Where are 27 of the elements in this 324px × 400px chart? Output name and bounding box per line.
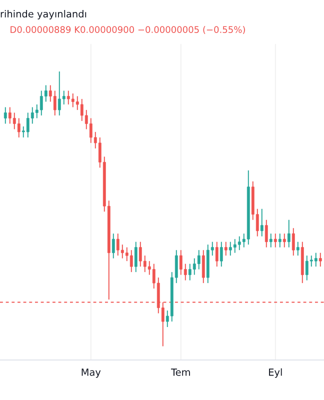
candlestick (296, 241, 300, 256)
candlestick (287, 219, 290, 248)
candlestick (292, 228, 295, 256)
candlestick (318, 252, 322, 268)
candlestick (202, 250, 205, 284)
candlestick (260, 208, 264, 237)
candlestick (53, 90, 56, 116)
candlestick (224, 241, 228, 256)
candlestick (274, 233, 277, 248)
candlestick (197, 250, 200, 270)
candlestick (282, 233, 286, 248)
candlestick (130, 250, 133, 273)
candlestick (278, 233, 282, 248)
candlestick (314, 252, 318, 268)
candlestick (134, 241, 138, 273)
candlestick (17, 118, 20, 138)
x-tick-label: May (82, 368, 101, 378)
chart-subtitle: D0.00000889 K0.00000900 −0.00000005 (−0.55%) (10, 26, 245, 34)
x-tick-label: Eyl (269, 368, 282, 378)
candlestick (220, 241, 223, 268)
chart-title: rihinde yayınlandı (0, 10, 86, 20)
candlestick (112, 233, 115, 259)
x-tick-label: Tem (171, 368, 190, 376)
candlestick (269, 233, 272, 248)
candlestick (215, 241, 218, 268)
candlestick (264, 219, 268, 248)
candlestick (4, 106, 7, 124)
